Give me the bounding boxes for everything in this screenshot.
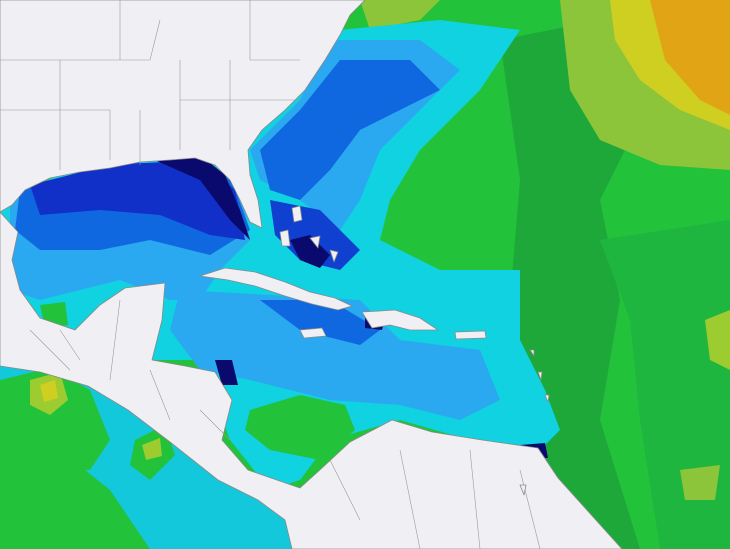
sst-zone	[705, 310, 730, 370]
sst-zone	[0, 368, 110, 470]
land-jamaica	[299, 327, 327, 339]
land-bahamas	[279, 205, 339, 263]
sst-zone	[0, 460, 110, 549]
land-hispaniola	[361, 309, 439, 331]
sst-zone	[600, 220, 730, 549]
sst-zone	[30, 160, 245, 240]
sst-zone	[150, 155, 250, 240]
sst-zone	[260, 60, 440, 200]
sst-zone	[680, 465, 720, 500]
sst-zone	[245, 395, 355, 460]
sst-zone	[650, 0, 730, 115]
sst-zone	[215, 360, 238, 385]
sst-zone	[40, 380, 58, 402]
sst-zone	[290, 235, 330, 268]
sst-zone	[170, 290, 500, 420]
sst-zone	[142, 438, 162, 460]
land-antilles	[519, 349, 550, 496]
land-americas	[0, 211, 623, 549]
sst-zone	[260, 300, 380, 345]
land-puerto-rico	[454, 330, 487, 340]
land-cuba	[199, 267, 353, 311]
country-borders	[29, 299, 541, 549]
sst-zone	[360, 0, 440, 30]
state-borders	[0, 0, 300, 170]
land-us	[0, 0, 366, 229]
